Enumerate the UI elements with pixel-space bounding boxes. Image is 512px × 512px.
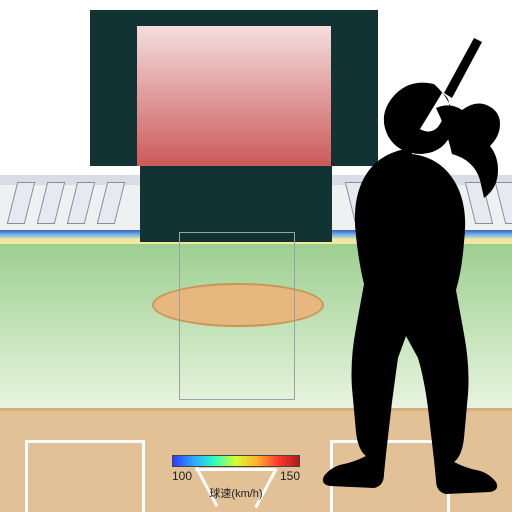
scene: 100 150 球速(km/h) [0,0,512,512]
chalk-line [25,440,28,512]
batter-silhouette [302,38,512,508]
legend-tick-min: 100 [172,469,192,483]
legend-label: 球速(km/h) [172,485,300,501]
legend-tick-max: 150 [280,469,300,483]
strike-zone [179,232,295,400]
chalk-line [142,440,145,512]
speed-legend: 100 150 球速(km/h) [172,455,300,501]
legend-ticks: 100 150 [172,469,300,483]
legend-gradient-bar [172,455,300,467]
chalk-line [25,440,145,443]
